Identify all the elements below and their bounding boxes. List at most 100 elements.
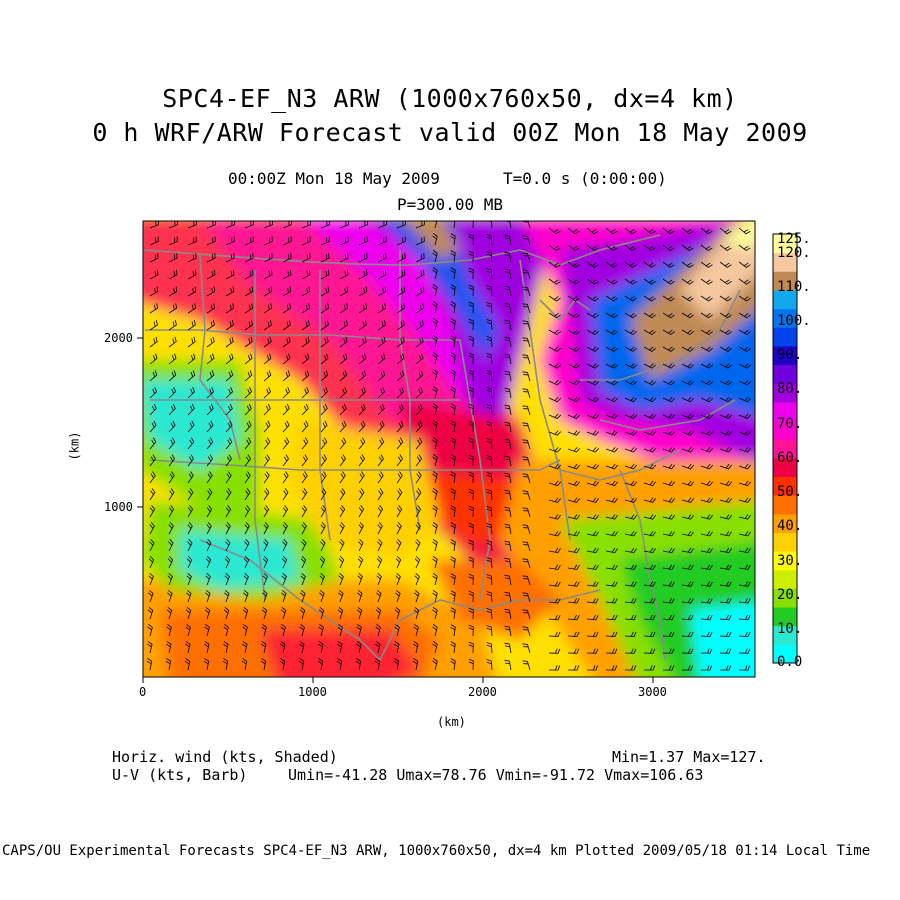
min-max: Min=1.37 Max=127.: [612, 748, 766, 766]
wind-barb: [396, 303, 406, 314]
wind-barb: [187, 488, 194, 501]
colorbar-label: 125.: [777, 231, 811, 247]
wind-barb: [225, 370, 234, 382]
wind-barb: [413, 624, 419, 637]
wind-barb: [681, 363, 695, 369]
wind-barb: [225, 236, 235, 246]
wind-barb: [719, 665, 732, 671]
wind-barb: [206, 437, 214, 450]
wind-barb: [358, 286, 368, 297]
wind-barb: [586, 278, 599, 285]
wind-barb: [244, 522, 250, 535]
title-line-2: 0 h WRF/ARW Forecast valid 00Z Mon 18 Ma…: [92, 118, 808, 147]
wind-barb: [504, 319, 512, 331]
colorbar-swatch: [773, 644, 797, 664]
wind-barb: [186, 555, 193, 569]
wind-barb: [415, 488, 422, 501]
wind-barb: [301, 454, 308, 467]
wind-barb: [148, 589, 154, 603]
wind-barb: [681, 463, 695, 470]
plot-frame: [142, 220, 756, 678]
wind-barb: [662, 346, 675, 352]
wind-barb: [280, 624, 286, 637]
wind-barb: [681, 514, 694, 520]
wind-barb: [149, 522, 155, 535]
wind-barb: [719, 547, 732, 554]
uv-stats: Umin=-41.28 Umax=78.76 Vmin=-91.72 Vmax=…: [288, 766, 704, 784]
wind-barb: [567, 665, 580, 671]
wind-barb: [244, 286, 254, 297]
wind-barb: [206, 505, 213, 518]
wind-barb: [624, 564, 637, 570]
wind-barb: [319, 555, 326, 569]
wind-barb: [719, 497, 732, 503]
wind-barb: [504, 523, 512, 535]
wind-barb: [146, 658, 153, 671]
wind-barb: [522, 235, 531, 246]
wind-barb: [394, 624, 400, 637]
wind-barb: [468, 233, 474, 246]
wind-barb: [356, 606, 363, 620]
wind-barb: [586, 396, 600, 403]
shaded-label: Horiz. wind (kts, Shaded): [112, 748, 338, 766]
x-tick-2000: 2000: [468, 685, 497, 699]
wind-barb: [187, 403, 195, 416]
wind-barb: [282, 488, 289, 501]
wind-barb: [450, 573, 456, 586]
wind-barb: [586, 363, 600, 369]
wind-barb: [522, 541, 531, 552]
wind-barb: [719, 261, 732, 268]
wind-barb: [486, 387, 493, 399]
wind-barb: [486, 455, 493, 467]
wind-barb: [681, 447, 695, 453]
wind-barb: [586, 564, 599, 570]
wind-barb: [486, 302, 493, 314]
colorbar-label: 10.: [777, 621, 803, 637]
wind-barb: [358, 319, 367, 331]
wind-barb: [624, 530, 637, 537]
wind-barb: [586, 631, 599, 637]
wind-barb: [468, 624, 474, 637]
wind-barb: [187, 538, 193, 552]
wind-barb: [206, 303, 216, 314]
wind-barb: [301, 370, 310, 382]
wind-barb: [280, 641, 286, 654]
wind-barb: [282, 505, 289, 518]
wind-barb: [377, 420, 385, 433]
colorbar-label: 50.: [777, 484, 803, 500]
wind-barb: [396, 353, 405, 365]
wind-barb: [548, 329, 561, 336]
wind-barb: [149, 370, 158, 382]
wind-barb: [624, 463, 638, 470]
wind-barb: [586, 346, 599, 352]
wind-barb: [662, 648, 675, 654]
wind-barb: [738, 244, 751, 252]
wind-barb: [168, 269, 178, 280]
wind-barb: [738, 514, 751, 520]
colorbar-swatch: [773, 234, 797, 254]
wind-barb: [301, 437, 309, 450]
wind-barb: [168, 538, 174, 552]
wind-barb: [337, 624, 343, 637]
wind-barb: [339, 253, 349, 263]
wind-barb: [486, 489, 493, 501]
wind-barb: [320, 303, 330, 314]
colorbar-swatch: [773, 364, 797, 384]
wind-barb: [337, 606, 344, 620]
wind-barb: [320, 522, 326, 535]
wind-barb: [299, 624, 305, 637]
wind-barb: [468, 301, 474, 314]
wind-barb: [605, 497, 618, 503]
wind-barb: [738, 614, 751, 621]
wind-barb: [586, 295, 599, 302]
wind-barb: [393, 658, 400, 671]
wind-barb: [719, 413, 733, 419]
wind-barb: [432, 352, 438, 365]
wind-barb: [522, 524, 531, 535]
wind-barb: [486, 234, 493, 246]
wind-barb: [700, 295, 713, 302]
wind-barb: [395, 555, 402, 569]
wind-barb: [567, 480, 581, 487]
wind-barb: [643, 244, 656, 252]
wind-barb: [203, 658, 210, 671]
